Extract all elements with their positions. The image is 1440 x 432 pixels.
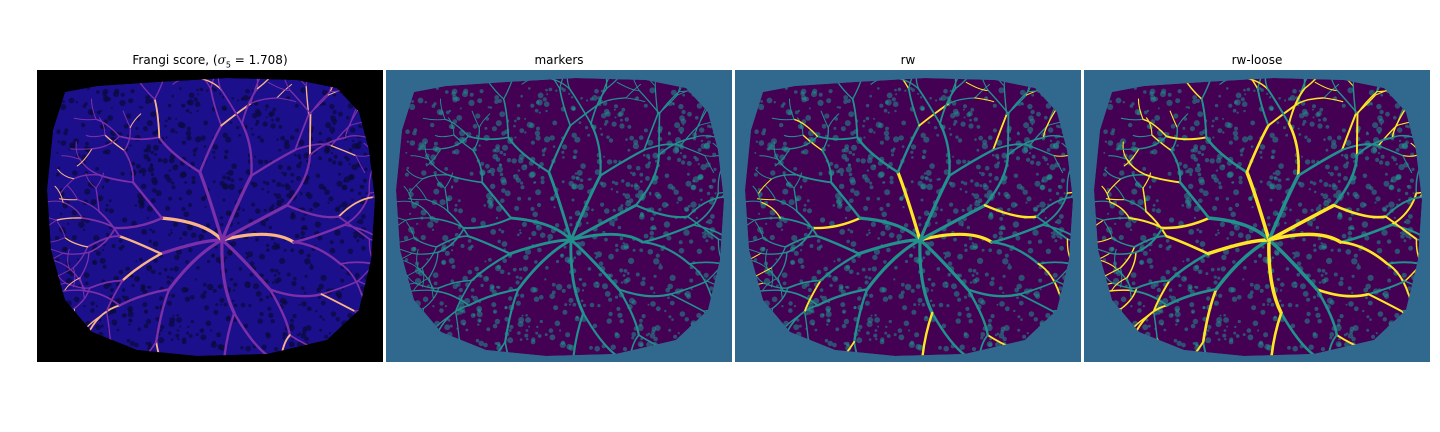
retina-region xyxy=(396,78,724,356)
panel-title-rw-loose: rw-loose xyxy=(1231,53,1283,67)
rw-loose-image xyxy=(1084,70,1430,362)
rw-image xyxy=(735,70,1081,362)
panel-title-markers: markers xyxy=(534,53,584,67)
title-frangi-subscript: 5 xyxy=(225,60,231,70)
markers-image xyxy=(386,70,732,362)
retina-region xyxy=(47,78,375,356)
frangi-score-image xyxy=(37,70,383,362)
vessel-network xyxy=(745,78,1073,356)
panel-title-frangi: Frangi score, (σ5 = 1.708) xyxy=(37,50,383,70)
title-frangi-suffix: = 1.708) xyxy=(230,53,288,67)
retina-region xyxy=(1094,78,1422,356)
retina-region xyxy=(745,78,1073,356)
tissue-texture xyxy=(752,86,1068,353)
tissue-texture xyxy=(54,86,370,353)
vessel-network xyxy=(396,78,724,356)
title-frangi-sigma: σ xyxy=(217,53,226,67)
panel-title-rw: rw xyxy=(900,53,916,67)
title-frangi-prefix: Frangi score, ( xyxy=(132,53,218,67)
